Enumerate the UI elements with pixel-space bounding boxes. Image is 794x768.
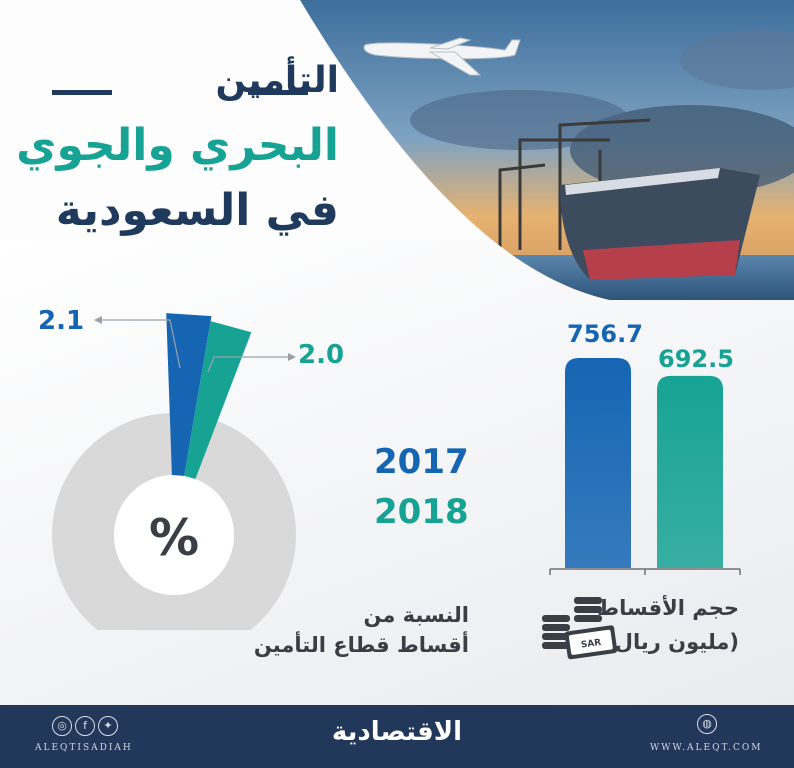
social-icons: ◎ f ✦ — [52, 714, 121, 736]
donut-base-ring — [52, 413, 296, 630]
title-dash-right — [248, 90, 308, 95]
globe-icon[interactable]: ◍ — [697, 714, 717, 734]
donut-chart: % — [52, 313, 296, 630]
website-link[interactable]: WWW.ALEQT.COM — [650, 743, 763, 753]
donut-label-2017: 2.1 — [38, 306, 85, 336]
title-line-3: في السعودية — [55, 185, 339, 236]
bar-2018 — [657, 375, 723, 568]
donut-wedge-2018 — [184, 321, 252, 479]
bar-chart — [549, 358, 741, 575]
title-line-2: البحري والجوي — [16, 120, 339, 171]
donut-label-2018: 2.0 — [298, 340, 345, 370]
bar-value-2018: 692.5 — [658, 345, 734, 373]
title-dash-left — [52, 90, 112, 95]
ship-plane-photo — [300, 0, 794, 300]
leader-arrow-2018 — [288, 353, 296, 361]
leader-arrow-2017 — [94, 316, 102, 324]
leader-line-2018 — [207, 356, 292, 373]
donut-caption-line-2: أقساط قطاع التأمين — [253, 633, 469, 657]
title-line-1: التأمين — [215, 60, 339, 101]
bar-value-2017: 756.7 — [567, 320, 643, 348]
bar-caption-line-2: (مليون ريال) — [605, 630, 739, 654]
donut-caption-line-1: النسبة من — [363, 603, 469, 627]
twitter-icon[interactable]: ✦ — [98, 716, 118, 736]
social-handle[interactable]: ALEQTISADIAH — [35, 743, 133, 753]
legend-year-2017: 2017 — [374, 442, 469, 482]
brand-logo: الاقتصادية — [331, 717, 463, 747]
bar-caption-line-1: حجم الأقساط — [597, 596, 739, 620]
money-icon: SAR — [542, 597, 618, 660]
donut-center-symbol: % — [149, 509, 199, 567]
legend-year-2018: 2018 — [374, 492, 469, 532]
currency-badge: SAR — [580, 638, 602, 651]
footer-bar: ◎ f ✦ ALEQTISADIAH الاقتصادية ◍ WWW.ALEQT.… — [0, 705, 794, 768]
bar-2017 — [565, 358, 631, 568]
facebook-icon[interactable]: f — [75, 716, 95, 736]
leader-line-2017 — [97, 319, 181, 369]
instagram-icon[interactable]: ◎ — [52, 716, 72, 736]
